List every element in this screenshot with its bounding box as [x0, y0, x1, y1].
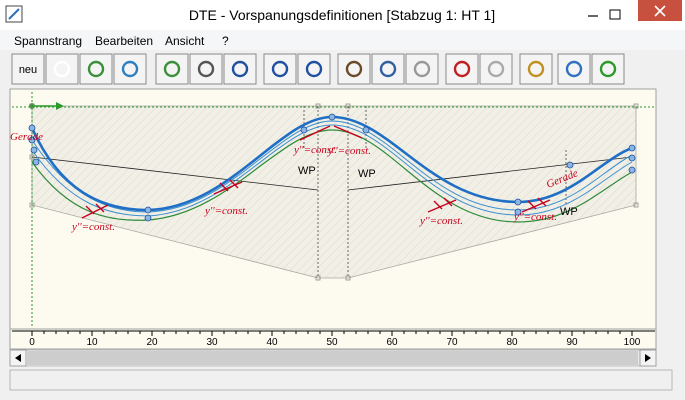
annotation: y''=const. [204, 205, 248, 217]
toolbar-button[interactable] [479, 53, 513, 85]
status-bar [9, 369, 673, 391]
toolbar-button[interactable] [223, 53, 257, 85]
toolbar-button[interactable] [155, 53, 189, 85]
tick-label: 50 [326, 337, 338, 348]
close-glyph [654, 5, 666, 17]
toolbar-button[interactable] [445, 53, 479, 85]
toolbar-icon [487, 60, 505, 78]
turning-point-label: WP [298, 165, 316, 177]
menu-item[interactable]: Ansicht [165, 34, 205, 48]
scroll-right-glyph [645, 354, 651, 362]
direction-arrowhead [56, 102, 64, 110]
toolbar-icon [163, 60, 181, 78]
tick-label: 70 [446, 337, 458, 348]
region-handles [29, 103, 639, 281]
toolbar-button[interactable] [189, 53, 223, 85]
tick-label: 20 [146, 337, 158, 348]
menu-item[interactable]: Spannstrang [14, 34, 82, 48]
control-points [28, 113, 636, 222]
toolbar-icon [231, 60, 249, 78]
toolbar-icon [453, 60, 471, 78]
annotation: y''=const. [293, 144, 337, 156]
toolbar-button[interactable] [113, 53, 147, 85]
toolbar-icon [271, 60, 289, 78]
toolbar-icon [87, 60, 105, 78]
toolbar-icon [53, 60, 71, 78]
maximize-button[interactable] [609, 9, 621, 20]
app-icon-glyph [8, 8, 20, 20]
toolbar-button[interactable] [557, 53, 591, 85]
toolbar-icon [197, 60, 215, 78]
toolbar-button[interactable] [297, 53, 331, 85]
toolbar-button[interactable] [45, 53, 79, 85]
title-bar [0, 0, 685, 30]
turning-point-label: WP [560, 206, 578, 218]
toolbar-icon [565, 60, 583, 78]
toolbar-button[interactable] [337, 53, 371, 85]
tick-label: 30 [206, 337, 218, 348]
toolbar-icon [305, 60, 323, 78]
tick-label: 60 [386, 337, 398, 348]
tendon-curve [31, 124, 633, 217]
toolbar-icon [379, 60, 397, 78]
toolbar-icon [413, 60, 431, 78]
toolbar-icon [121, 60, 139, 78]
tendon-curve [31, 129, 633, 223]
origin-point [29, 103, 35, 109]
const-markers [81, 125, 551, 219]
toolbar-button[interactable] [263, 53, 297, 85]
annotation: Gerade [10, 131, 43, 143]
tick-label: 80 [506, 337, 518, 348]
toolbar-button[interactable] [79, 53, 113, 85]
tick-label: 10 [86, 337, 98, 348]
turning-point-label: WP [358, 168, 376, 180]
tendon-curve [31, 120, 633, 213]
toolbar-button[interactable] [519, 53, 553, 85]
tick-label: 100 [624, 337, 641, 348]
tick-label: 40 [266, 337, 278, 348]
menu-item[interactable]: Bearbeiten [95, 34, 153, 48]
scroll-left-glyph [15, 354, 21, 362]
toolbar-button[interactable] [11, 53, 45, 85]
tick-label: 90 [566, 337, 578, 348]
toolbar-button[interactable] [591, 53, 625, 85]
ruler [9, 328, 657, 350]
toolbar-icon [345, 60, 363, 78]
menu: Spannstrang Bearbeiten Ansicht? [14, 34, 229, 48]
annotation: y''=const. [513, 211, 557, 223]
annotation: y''=const. [71, 221, 115, 233]
toolbar-icon [599, 60, 617, 78]
gravity-axis [31, 156, 633, 191]
menu-bar [0, 30, 685, 50]
annotation: y''=const. [327, 145, 371, 157]
toolbar-buttons [11, 53, 625, 85]
toolbar-icon [527, 60, 545, 78]
window-title: DTE - Vorspanungsdefinitionen [Stabzug 1… [189, 7, 495, 23]
ruler-ticks: 0 10 20 30 40 50 60 70 80 90 100 [29, 331, 641, 348]
annotation: y''=const. [419, 215, 463, 227]
toolbar-button[interactable] [371, 53, 405, 85]
new-button-label: neu [19, 64, 37, 76]
tick-label: 0 [29, 337, 35, 348]
menu-item[interactable]: ? [222, 34, 229, 48]
scroll-thumb[interactable] [26, 351, 638, 365]
toolbar-button[interactable] [405, 53, 439, 85]
